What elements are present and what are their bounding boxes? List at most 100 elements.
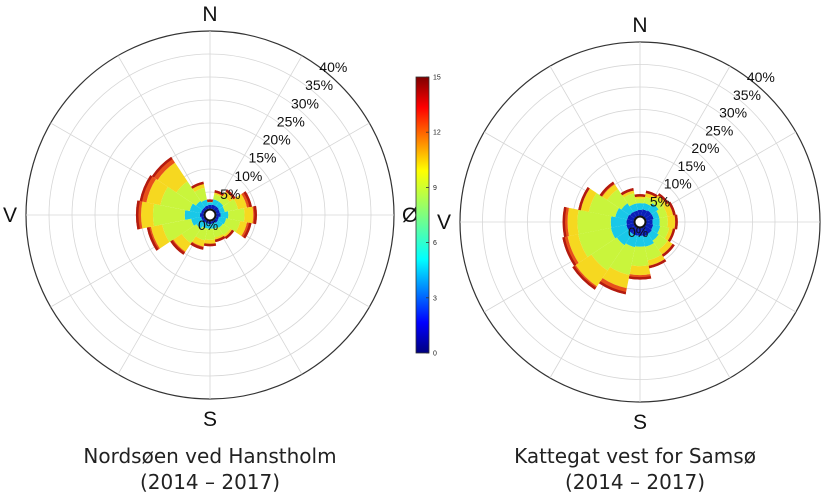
- wind-sector: [212, 199, 219, 207]
- wind-sector: [664, 227, 674, 241]
- wind-sector: [572, 265, 597, 290]
- wind-sector-rim: [243, 191, 252, 208]
- wind-sector-rim: [648, 259, 667, 269]
- wind-sector: [173, 233, 192, 252]
- wind-sector: [146, 178, 168, 206]
- wind-sector: [637, 228, 643, 236]
- wind-sector: [194, 187, 207, 202]
- wind-sector: [643, 196, 655, 206]
- wind-sector-rim: [668, 201, 676, 216]
- wind-sector-rim: [572, 265, 597, 290]
- wind-sector: [631, 246, 649, 267]
- wind-sector: [207, 202, 213, 206]
- wind-sector: [610, 216, 627, 228]
- compass-labels-hanstholm: N S V Ø: [3, 3, 418, 431]
- ring-labels-hanstholm: 0%5% 10% 15% 20% 25% 30% 35% 40%: [198, 59, 347, 233]
- wind-sector: [200, 216, 205, 221]
- ring-label: 25%: [705, 122, 733, 138]
- ring-labels-samsoe: 0%5%10% 15% 20% 25%30% 35% 40%: [628, 69, 775, 240]
- wind-sector: [656, 206, 668, 219]
- wind-sector: [633, 210, 639, 217]
- wind-sector: [207, 224, 213, 229]
- wind-sector: [204, 205, 209, 210]
- compass-south: S: [203, 408, 217, 431]
- wind-sector: [195, 200, 205, 210]
- center-marker: [633, 215, 647, 229]
- wind-sector: [645, 214, 654, 221]
- colorbar-tick-label: 9: [433, 185, 437, 192]
- wind-sector: [642, 234, 655, 247]
- wind-sector-rim: [562, 206, 567, 238]
- wind-sector: [636, 203, 644, 211]
- wind-sector: [602, 266, 630, 289]
- wind-sector: [607, 189, 628, 210]
- colorbar-tick-label: 6: [433, 240, 437, 247]
- wind-sector: [652, 234, 668, 250]
- wind-sector-rim: [634, 194, 646, 198]
- wind-sector-rim: [146, 227, 159, 251]
- wind-sector: [567, 207, 579, 237]
- wind-sector: [621, 203, 634, 216]
- wind-sector: [201, 199, 209, 207]
- wind-sector: [217, 216, 227, 225]
- compass-east: Ø: [402, 204, 418, 227]
- wind-sector-rim: [667, 228, 676, 243]
- wind-sector: [644, 242, 662, 261]
- wind-sector: [578, 227, 616, 258]
- wind-sector: [641, 227, 649, 237]
- wind-sector: [205, 220, 209, 224]
- wind-sector: [667, 215, 676, 229]
- colorbar-tick-label: 3: [433, 295, 437, 302]
- wind-sector-rim: [139, 175, 153, 202]
- ring-label: 20%: [263, 132, 291, 148]
- wind-sector: [215, 201, 224, 210]
- ring-label: 10%: [664, 176, 692, 192]
- wind-sector: [625, 233, 638, 248]
- wind-sector: [647, 203, 659, 215]
- wind-sector: [192, 236, 205, 247]
- wind-sector-rim: [599, 181, 615, 197]
- wind-sector: [567, 234, 588, 264]
- wind-sector-rim: [578, 186, 590, 211]
- wind-sector: [151, 156, 175, 180]
- wind-sector: [645, 192, 657, 201]
- compass-north: N: [202, 3, 217, 26]
- wind-sector: [200, 209, 205, 214]
- wind-sector: [635, 235, 645, 247]
- wind-sector: [139, 175, 157, 203]
- wind-sector: [211, 220, 215, 224]
- wind-sector: [635, 198, 645, 204]
- ring-label: 0%: [198, 217, 218, 233]
- ring-label: 5%: [220, 186, 240, 202]
- wind-sector: [152, 203, 186, 227]
- wind-sector: [646, 219, 653, 225]
- center-marker: [203, 208, 217, 222]
- wind-sector: [223, 228, 233, 238]
- wind-sector: [160, 186, 193, 211]
- wind-sector: [652, 198, 664, 210]
- wind-sector: [632, 227, 639, 236]
- wind-sector: [598, 278, 627, 295]
- wind-sector: [626, 223, 635, 230]
- wind-sector: [626, 219, 634, 225]
- grid-spoke: [209, 214, 303, 375]
- wind-sector: [235, 221, 247, 236]
- colorbar-tick-label: 15: [433, 75, 441, 82]
- wind-sector: [575, 254, 608, 287]
- wind-sector: [651, 210, 660, 220]
- compass-west: V: [437, 211, 451, 234]
- wind-sector: [615, 207, 630, 220]
- wind-sector: [213, 206, 219, 212]
- wind-sector: [214, 234, 225, 240]
- wind-sector: [208, 221, 212, 225]
- wind-sector: [215, 209, 220, 214]
- colorbar-ticks: 0 3 6 9 12 15: [426, 75, 441, 358]
- wind-sector: [580, 188, 597, 212]
- wind-sector: [629, 265, 651, 276]
- colorbar: 0 3 6 9 12 15: [415, 75, 441, 358]
- ring-label: 30%: [291, 95, 319, 111]
- wind-sector-rim: [620, 188, 634, 196]
- ring-label: 30%: [719, 105, 747, 121]
- compass-west: V: [3, 204, 17, 227]
